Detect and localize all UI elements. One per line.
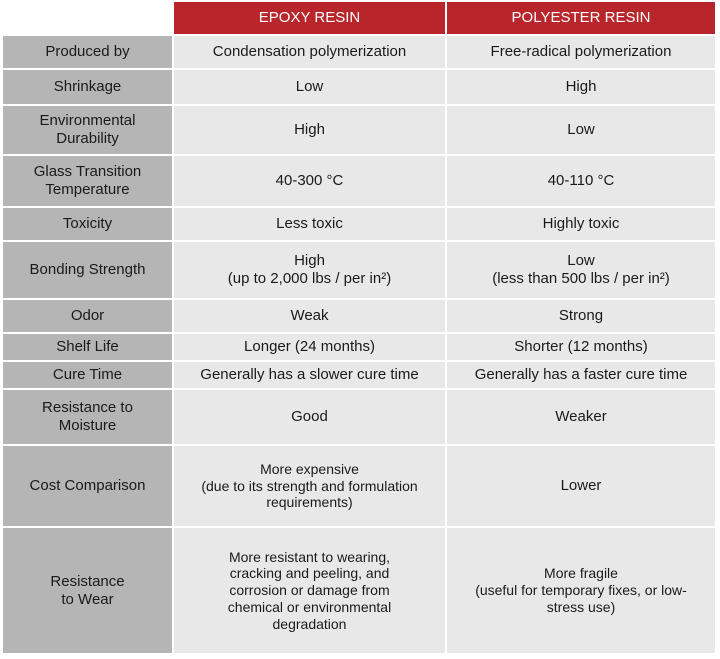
cell: Longer (24 months)	[174, 334, 445, 360]
table-row: Resistance to Moisture Good Weaker	[3, 390, 715, 444]
row-label: Toxicity	[3, 208, 172, 240]
cell: Low (less than 500 lbs / per in²)	[447, 242, 715, 298]
cell: Weaker	[447, 390, 715, 444]
row-label: Shelf Life	[3, 334, 172, 360]
cell: Good	[174, 390, 445, 444]
row-label: Cost Comparison	[3, 446, 172, 526]
table-row: Cure Time Generally has a slower cure tim…	[3, 362, 715, 388]
table-row: Produced by Condensation polymerization Fr…	[3, 36, 715, 68]
row-label: Shrinkage	[3, 70, 172, 104]
cell: Lower	[447, 446, 715, 526]
cell: Low	[447, 106, 715, 154]
header-row: EPOXY RESIN POLYESTER RESIN	[3, 2, 715, 34]
cell: More resistant to wearing, cracking and …	[174, 528, 445, 653]
column-header: POLYESTER RESIN	[447, 2, 715, 34]
row-label: Cure Time	[3, 362, 172, 388]
cell: High (up to 2,000 lbs / per in²)	[174, 242, 445, 298]
cell: Highly toxic	[447, 208, 715, 240]
row-label: Odor	[3, 300, 172, 332]
cell: Less toxic	[174, 208, 445, 240]
row-label: Bonding Strength	[3, 242, 172, 298]
row-label: Glass Transition Temperature	[3, 156, 172, 206]
column-header: EPOXY RESIN	[174, 2, 445, 34]
cell: 40-110 °C	[447, 156, 715, 206]
row-label: Resistance to Moisture	[3, 390, 172, 444]
table-row: Resistance to Wear More resistant to wear…	[3, 528, 715, 653]
header-blank	[3, 2, 172, 34]
table-row: Bonding Strength High (up to 2,000 lbs / …	[3, 242, 715, 298]
cell: More fragile (useful for temporary fixes…	[447, 528, 715, 653]
cell: High	[174, 106, 445, 154]
cell: More expensive (due to its strength and …	[174, 446, 445, 526]
table-body: EPOXY RESIN POLYESTER RESIN Produced by Con…	[3, 2, 715, 653]
cell: Condensation polymerization	[174, 36, 445, 68]
row-label: Produced by	[3, 36, 172, 68]
cell: Generally has a slower cure time	[174, 362, 445, 388]
row-label: Environmental Durability	[3, 106, 172, 154]
cell: Strong	[447, 300, 715, 332]
table-row: Shelf Life Longer (24 months) Shorter (12 …	[3, 334, 715, 360]
cell: Weak	[174, 300, 445, 332]
cell: 40-300 °C	[174, 156, 445, 206]
table-row: Cost Comparison More expensive (due to it…	[3, 446, 715, 526]
cell: Generally has a faster cure time	[447, 362, 715, 388]
table-row: Shrinkage Low High	[3, 70, 715, 104]
table-row: Odor Weak Strong	[3, 300, 715, 332]
cell: Free-radical polymerization	[447, 36, 715, 68]
cell: Low	[174, 70, 445, 104]
table-row: Environmental Durability High Low	[3, 106, 715, 154]
table-row: Glass Transition Temperature 40-300 °C 40-…	[3, 156, 715, 206]
row-label: Resistance to Wear	[3, 528, 172, 653]
cell: Shorter (12 months)	[447, 334, 715, 360]
table-row: Toxicity Less toxic Highly toxic	[3, 208, 715, 240]
cell: High	[447, 70, 715, 104]
